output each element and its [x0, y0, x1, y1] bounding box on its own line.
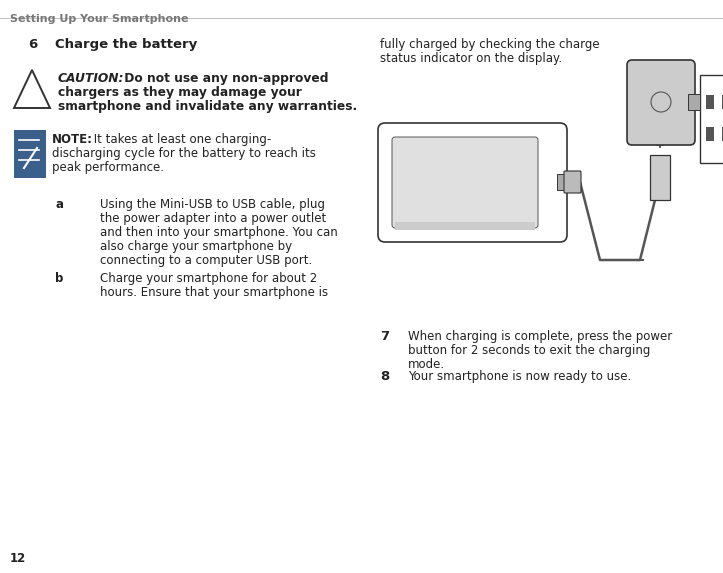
Bar — [14, 130, 46, 178]
Text: 8: 8 — [380, 370, 389, 383]
Text: a: a — [55, 198, 63, 211]
Text: discharging cycle for the battery to reach its: discharging cycle for the battery to rea… — [52, 147, 316, 160]
Text: hours. Ensure that your smartphone is: hours. Ensure that your smartphone is — [100, 286, 328, 299]
Text: Charge the battery: Charge the battery — [55, 38, 197, 51]
Bar — [395, 222, 535, 230]
Text: smartphone and invalidate any warranties.: smartphone and invalidate any warranties… — [58, 100, 357, 113]
Text: Do not use any non-approved: Do not use any non-approved — [120, 72, 328, 85]
Bar — [706, 95, 714, 109]
Text: Charge your smartphone for about 2: Charge your smartphone for about 2 — [100, 272, 317, 285]
Text: mode.: mode. — [408, 358, 445, 371]
Text: chargers as they may damage your: chargers as they may damage your — [58, 86, 302, 99]
Text: the power adapter into a power outlet: the power adapter into a power outlet — [100, 212, 326, 225]
Text: 6: 6 — [28, 38, 38, 51]
Bar — [688, 94, 700, 110]
Bar — [706, 127, 714, 141]
Text: connecting to a computer USB port.: connecting to a computer USB port. — [100, 254, 312, 267]
FancyBboxPatch shape — [378, 123, 567, 242]
Text: CAUTION:: CAUTION: — [58, 72, 124, 85]
Bar — [722, 127, 723, 141]
Text: Your smartphone is now ready to use.: Your smartphone is now ready to use. — [408, 370, 631, 383]
Text: 7: 7 — [380, 330, 389, 343]
FancyBboxPatch shape — [627, 60, 695, 145]
FancyBboxPatch shape — [392, 137, 538, 228]
Text: When charging is complete, press the power: When charging is complete, press the pow… — [408, 330, 672, 343]
Text: and then into your smartphone. You can: and then into your smartphone. You can — [100, 226, 338, 239]
Text: b: b — [55, 272, 64, 285]
Text: It takes at least one charging-: It takes at least one charging- — [90, 133, 271, 146]
Text: Setting Up Your Smartphone: Setting Up Your Smartphone — [10, 14, 189, 24]
FancyBboxPatch shape — [564, 171, 581, 193]
Text: Using the Mini-USB to USB cable, plug: Using the Mini-USB to USB cable, plug — [100, 198, 325, 211]
Bar — [700, 75, 723, 163]
Text: NOTE:: NOTE: — [52, 133, 93, 146]
Bar — [557, 174, 565, 190]
Text: peak performance.: peak performance. — [52, 161, 164, 174]
Bar — [650, 155, 670, 200]
Text: status indicator on the display.: status indicator on the display. — [380, 52, 562, 65]
Text: fully charged by checking the charge: fully charged by checking the charge — [380, 38, 599, 51]
Text: button for 2 seconds to exit the charging: button for 2 seconds to exit the chargin… — [408, 344, 651, 357]
Text: 12: 12 — [10, 552, 26, 565]
Text: also charge your smartphone by: also charge your smartphone by — [100, 240, 292, 253]
Bar — [722, 95, 723, 109]
